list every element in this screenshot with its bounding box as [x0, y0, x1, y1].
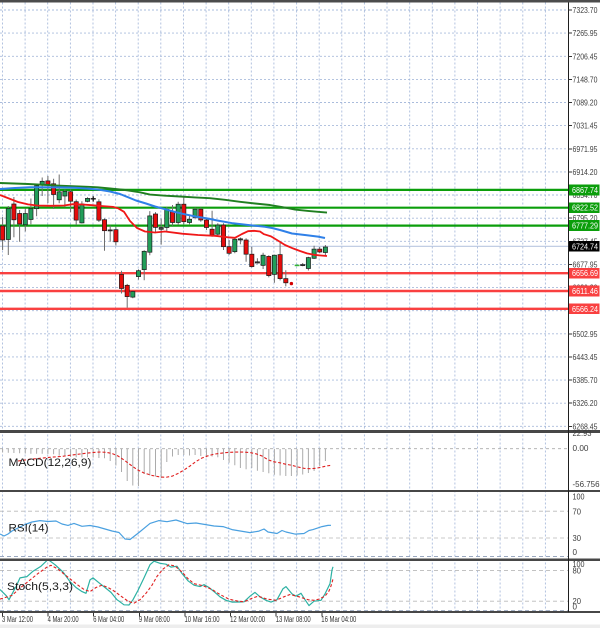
- svg-text:6268.45: 6268.45: [573, 421, 598, 431]
- svg-text:20: 20: [573, 596, 582, 606]
- svg-text:0: 0: [573, 547, 578, 557]
- svg-text:6656.69: 6656.69: [572, 268, 598, 278]
- svg-text:MACD(12,26,9): MACD(12,26,9): [9, 457, 92, 469]
- svg-text:7148.70: 7148.70: [573, 74, 598, 84]
- svg-text:7031.45: 7031.45: [573, 121, 598, 131]
- svg-text:80: 80: [573, 566, 582, 576]
- svg-text:6914.20: 6914.20: [573, 167, 598, 177]
- svg-text:Stoch(5,3,3): Stoch(5,3,3): [7, 581, 73, 593]
- svg-text:6795.20: 6795.20: [573, 213, 598, 223]
- svg-text:16 Mar 04:00: 16 Mar 04:00: [321, 614, 356, 624]
- svg-text:4 Mar 20:00: 4 Mar 20:00: [48, 614, 79, 624]
- svg-text:9 Mar 08:00: 9 Mar 08:00: [139, 614, 170, 624]
- svg-text:6822.52: 6822.52: [572, 203, 598, 213]
- svg-text:6777.29: 6777.29: [572, 221, 598, 231]
- svg-text:7323.70: 7323.70: [573, 5, 598, 15]
- svg-text:-56.756: -56.756: [573, 479, 600, 489]
- svg-text:6502.95: 6502.95: [573, 329, 598, 339]
- svg-text:30: 30: [573, 533, 582, 543]
- svg-text:6611.46: 6611.46: [572, 286, 598, 296]
- svg-text:7089.20: 7089.20: [573, 98, 598, 108]
- svg-text:12 Mar 00:00: 12 Mar 00:00: [230, 614, 265, 624]
- svg-text:100: 100: [573, 559, 585, 569]
- svg-text:10 Mar 16:00: 10 Mar 16:00: [185, 614, 220, 624]
- svg-text:6867.74: 6867.74: [572, 185, 598, 195]
- svg-text:100: 100: [573, 491, 585, 501]
- svg-text:6566.24: 6566.24: [572, 304, 598, 314]
- svg-text:RSI(14): RSI(14): [9, 523, 49, 535]
- svg-text:7265.95: 7265.95: [573, 28, 598, 38]
- svg-text:7206.45: 7206.45: [573, 51, 598, 61]
- svg-text:3 Mar 12:00: 3 Mar 12:00: [2, 614, 33, 624]
- svg-text:6677.95: 6677.95: [573, 259, 598, 269]
- svg-text:6 Mar 04:00: 6 Mar 04:00: [93, 614, 124, 624]
- svg-text:6971.95: 6971.95: [573, 144, 598, 154]
- svg-text:6326.20: 6326.20: [573, 398, 598, 408]
- svg-text:6724.74: 6724.74: [572, 241, 598, 251]
- svg-text:22.93: 22.93: [573, 428, 592, 438]
- svg-text:70: 70: [573, 506, 582, 516]
- svg-text:6385.70: 6385.70: [573, 375, 598, 385]
- svg-text:0.00: 0.00: [573, 443, 589, 453]
- svg-text:0: 0: [573, 602, 578, 612]
- svg-text:6443.45: 6443.45: [573, 352, 598, 362]
- svg-text:13 Mar 08:00: 13 Mar 08:00: [276, 614, 311, 624]
